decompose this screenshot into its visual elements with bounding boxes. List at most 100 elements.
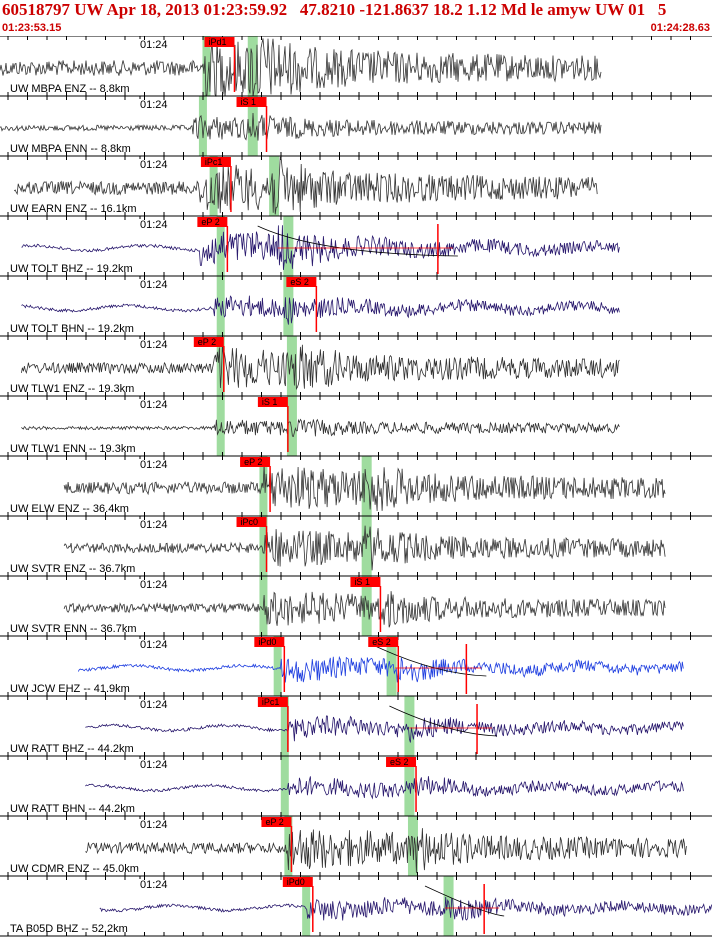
coda-curve	[374, 645, 487, 677]
pick-label-text: eP 2	[244, 457, 262, 467]
waveform	[85, 828, 687, 873]
pick-label[interactable]	[350, 577, 381, 587]
waveform	[0, 38, 602, 98]
pick-label[interactable]	[197, 217, 228, 227]
p-window	[284, 816, 293, 876]
trace-row[interactable]: 01:24 iS 1 UW SVTR ENN -- 36.7km	[0, 575, 712, 636]
event-title: 60518797 UW Apr 18, 2013 01:23:59.92 47.…	[2, 0, 667, 19]
waveform	[63, 525, 666, 571]
pick-label-text: eP 2	[201, 217, 219, 227]
p-window	[202, 36, 211, 96]
p-window	[209, 156, 218, 216]
time-tick-label: 01:24	[140, 759, 168, 771]
coda-curve	[389, 705, 498, 737]
pick-label[interactable]	[236, 517, 267, 527]
pick-label[interactable]	[386, 757, 417, 767]
trace-row[interactable]: 01:24 iS 1 UW TLW1 ENN -- 19.3km	[0, 395, 712, 456]
p-window	[198, 96, 207, 156]
trace-row[interactable]: 01:24 eP 2 UW TLW1 ENZ -- 19.3km	[0, 335, 712, 396]
start-time: 01:23:53.15	[2, 22, 62, 34]
coda-curve	[424, 885, 505, 917]
coda-curve	[257, 225, 458, 257]
station-label: UW ELW ENZ -- 36.4km	[10, 503, 129, 515]
pick-label[interactable]	[193, 337, 224, 347]
pick-label-text: iPd0	[287, 877, 305, 887]
pick-label-text: iPc1	[205, 157, 223, 167]
waveform	[63, 464, 666, 512]
pick-label-text: eS 2	[290, 277, 309, 287]
pick-label[interactable]	[240, 457, 271, 467]
station-label: UW RATT BHZ -- 44.2km	[10, 743, 134, 755]
p-window	[216, 336, 225, 396]
s-window	[283, 216, 294, 276]
s-window	[443, 876, 454, 936]
time-tick-label: 01:24	[140, 339, 168, 351]
waveform	[99, 896, 712, 921]
waveform	[77, 655, 684, 683]
s-window	[283, 276, 294, 336]
trace-row[interactable]: 01:24 eS 2 UW TOLT BHN -- 19.2km	[0, 275, 712, 336]
station-label: UW TOLT BHN -- 19.2km	[10, 323, 134, 335]
trace-row[interactable]: 01:24 iPd1 UW MBPA ENZ -- 8.8km	[0, 36, 712, 98]
pick-label[interactable]	[200, 157, 231, 167]
waveform	[85, 776, 684, 800]
pick-label[interactable]	[236, 97, 267, 107]
pick-label-text: iS 1	[354, 577, 370, 587]
s-window	[404, 696, 415, 756]
p-window	[280, 756, 289, 816]
p-window	[216, 276, 225, 336]
pick-label-text: eP 2	[265, 817, 283, 827]
pick-label[interactable]	[261, 817, 292, 827]
pick-label-text: iPc1	[262, 697, 280, 707]
trace-row[interactable]: 01:24 iPd0 TA B05D BHZ -- 52.2km	[0, 875, 712, 936]
station-label: UW SVTR ENZ -- 36.7km	[10, 563, 135, 575]
pick-label-text: iPd1	[208, 37, 226, 47]
seismogram-panel[interactable]: 01:24 iPd1 UW MBPA ENZ -- 8.8km 01:24 iS 1 UW…	[0, 36, 712, 938]
pick-label[interactable]	[286, 277, 317, 287]
pick-label-text: iS 1	[241, 97, 257, 107]
time-tick-label: 01:24	[140, 879, 168, 891]
trace-row[interactable]: 01:24 iPc0 UW SVTR ENZ -- 36.7km	[0, 515, 712, 576]
station-label: UW CDMR ENZ -- 45.0km	[10, 863, 139, 875]
p-window	[259, 516, 268, 576]
end-time: 01:24:28.63	[650, 22, 710, 34]
time-tick-label: 01:24	[140, 99, 168, 111]
waveform	[21, 295, 620, 325]
pick-label[interactable]	[257, 697, 288, 707]
trace-row[interactable]: 01:24 eP 2 UW TOLT BHZ -- 19.2km	[0, 215, 712, 276]
s-window	[286, 396, 297, 456]
time-tick-label: 01:24	[140, 519, 168, 531]
pick-label[interactable]	[368, 637, 399, 647]
station-label: UW EARN ENZ -- 16.1km	[10, 203, 137, 215]
pick-label-text: iPd0	[258, 637, 276, 647]
waveform	[85, 715, 684, 743]
pick-label[interactable]	[254, 637, 285, 647]
trace-row[interactable]: 01:24 eP 2 UW ELW ENZ -- 36.4km	[0, 455, 712, 516]
trace-row[interactable]: 01:24 iPc1 UW EARN ENZ -- 16.1km	[0, 155, 712, 216]
time-tick-label: 01:24	[140, 39, 168, 51]
waveform	[21, 418, 620, 438]
station-label: UW MBPA ENZ -- 8.8km	[10, 83, 130, 95]
station-label: UW MBPA ENN -- 8.8km	[10, 143, 131, 155]
station-label: UW TLW1 ENZ -- 19.3km	[10, 383, 134, 395]
station-label: UW JCW EHZ -- 41.9km	[10, 683, 130, 695]
time-tick-label: 01:24	[140, 459, 168, 471]
time-tick-label: 01:24	[140, 219, 168, 231]
pick-label-text: eS 2	[390, 757, 409, 767]
station-label: UW TLW1 ENN -- 19.3km	[10, 443, 136, 455]
station-label: UW RATT BHN -- 44.2km	[10, 803, 135, 815]
trace-row[interactable]: 01:24 iS 1 UW MBPA ENN -- 8.8km	[0, 95, 712, 156]
time-tick-label: 01:24	[140, 159, 168, 171]
pick-label-text: eS 2	[372, 637, 391, 647]
trace-row[interactable]: 01:24 eS 2 UW RATT BHN -- 44.2km	[0, 755, 712, 816]
pick-label[interactable]	[282, 877, 313, 887]
pick-label[interactable]	[257, 397, 288, 407]
waveform	[0, 112, 602, 141]
trace-row[interactable]: 01:24 iPc1 UW RATT BHZ -- 44.2km	[0, 695, 712, 756]
station-label: TA B05D BHZ -- 52.2km	[10, 923, 128, 935]
waveform	[21, 225, 620, 270]
station-label: UW TOLT BHZ -- 19.2km	[10, 263, 133, 275]
trace-row[interactable]: 01:24 eP 2 UW CDMR ENZ -- 45.0km	[0, 815, 712, 876]
pick-label[interactable]	[204, 37, 235, 47]
trace-row[interactable]: 01:24 iPd0 eS 2 UW JCW EHZ -- 41.9km	[0, 635, 712, 696]
